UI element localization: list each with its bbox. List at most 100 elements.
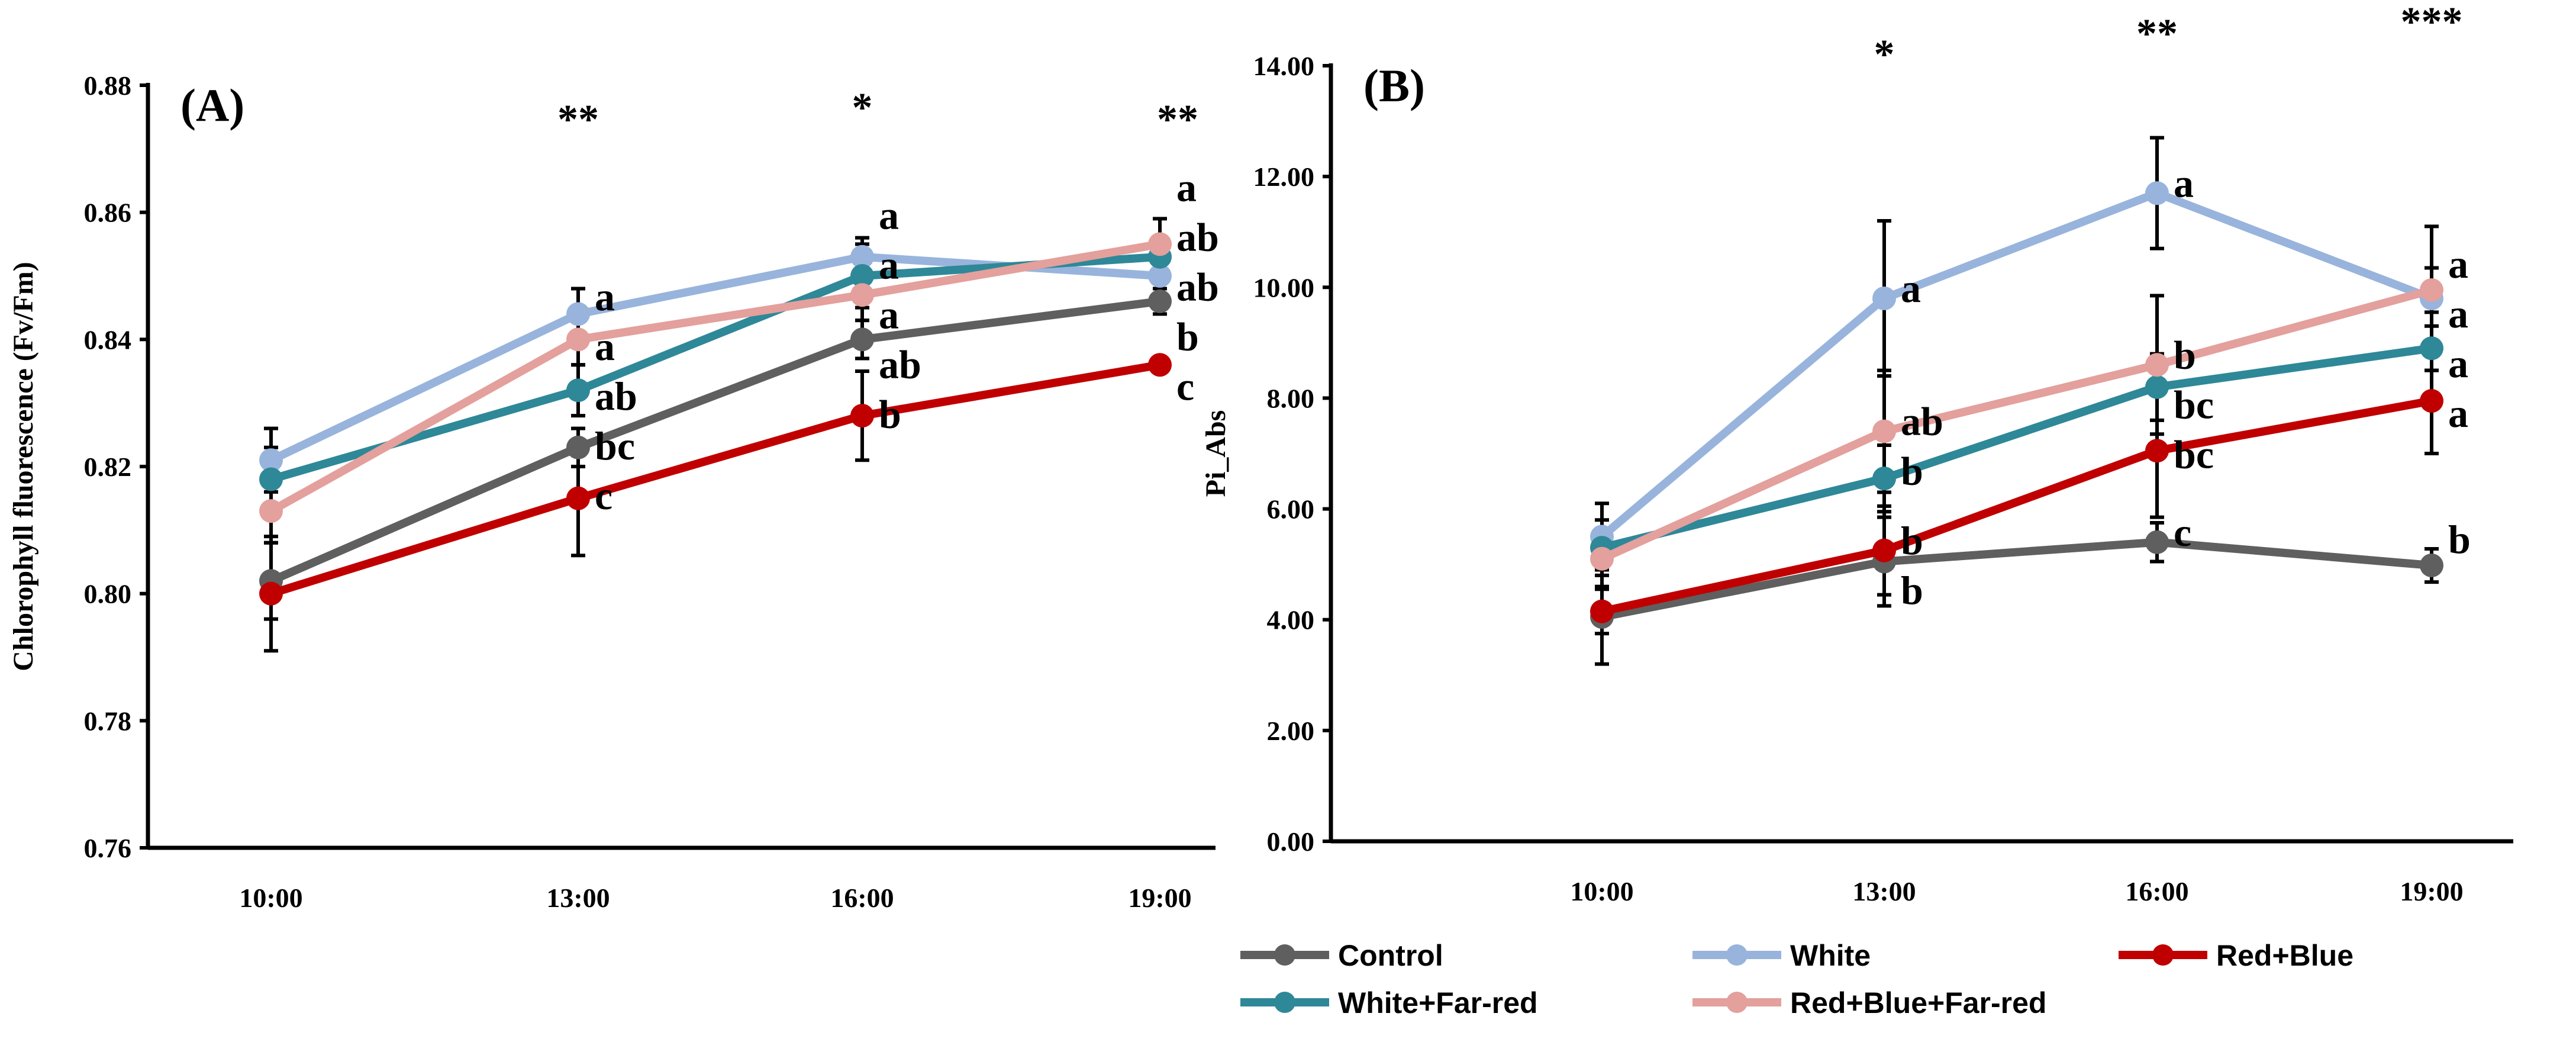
x-tick-label: 13:00 — [1852, 876, 1916, 906]
series-line — [269, 361, 1161, 598]
data-point — [1148, 232, 1172, 256]
legend-swatch-marker — [1726, 944, 1748, 966]
y-axis-label: Chlorophyll fluorescence (Fv/Fm) — [8, 262, 39, 671]
significance-marker: * — [852, 85, 873, 131]
data-point — [1148, 353, 1172, 377]
data-point — [1872, 287, 1896, 310]
significance-letter: ab — [879, 342, 921, 387]
legend-label: Red+Blue — [2216, 939, 2353, 972]
y-tick-label: 4.00 — [1267, 605, 1315, 635]
legend-item: White+Far-red — [1240, 986, 1538, 1020]
y-tick-label: 0.00 — [1267, 826, 1315, 857]
y-axis-label: Pi_Abs — [1200, 410, 1231, 497]
significance-letter: b — [1901, 449, 1923, 494]
data-point — [1872, 538, 1896, 562]
significance-letter: a — [595, 324, 615, 369]
significance-letter: a — [1901, 266, 1921, 311]
series-line — [269, 297, 1160, 585]
series-red-blue — [1590, 389, 2443, 623]
significance-letter: ab — [1176, 264, 1219, 309]
legend-item: Control — [1240, 939, 1443, 972]
y-tick-label: 6.00 — [1267, 494, 1315, 525]
legend-swatch-marker — [1726, 992, 1748, 1013]
data-point — [2145, 375, 2169, 399]
data-point — [2145, 530, 2169, 554]
x-tick-label: 10:00 — [1570, 876, 1633, 906]
significance-letter: ab — [595, 374, 637, 419]
significance-letter: a — [2174, 160, 2194, 205]
series-line — [1601, 344, 2432, 552]
significance-letter: bc — [2174, 432, 2214, 477]
data-point — [566, 327, 590, 352]
data-point — [259, 499, 283, 523]
significance-letter: b — [2174, 332, 2196, 377]
legend-item: White — [1692, 939, 1871, 972]
legend-label: Control — [1338, 939, 1443, 972]
significance-letter: a — [1176, 165, 1197, 210]
data-point — [1872, 467, 1896, 491]
data-point — [2145, 439, 2169, 463]
panel-b: 0.00 2.00 4.00 6.00 8.00 10.00 12.00 14.00 10:00… — [1200, 0, 2513, 906]
significance-letter: b — [1176, 314, 1199, 359]
data-point — [566, 486, 590, 510]
significance-letter: a — [2448, 291, 2468, 336]
series-line — [269, 240, 1161, 515]
series-red-blue-far-red — [1590, 278, 2443, 571]
x-tick-label: 16:00 — [2125, 876, 2188, 906]
series-white-far-red — [1590, 336, 2443, 560]
data-point — [850, 283, 874, 307]
significance-letter: a — [879, 193, 899, 238]
data-point — [1148, 289, 1172, 313]
data-point — [2145, 353, 2169, 377]
significance-letter: bc — [2174, 382, 2214, 427]
data-point — [2420, 336, 2443, 361]
y-tick-label: 0.82 — [84, 452, 132, 482]
data-point — [850, 245, 874, 269]
x-tick-label: 19:00 — [1128, 883, 1191, 913]
significance-letter: ab — [1176, 214, 1219, 259]
data-point — [850, 327, 874, 352]
significance-letter: c — [1176, 364, 1194, 409]
data-point — [1148, 264, 1172, 288]
data-point — [259, 467, 283, 491]
x-tick-label: 16:00 — [830, 883, 894, 913]
data-point — [2420, 389, 2443, 413]
x-tick-label: 13:00 — [546, 883, 610, 913]
series-control — [1590, 530, 2443, 629]
significance-letter: a — [2448, 242, 2468, 287]
data-point — [566, 302, 590, 326]
series-red-blue-far-red — [259, 232, 1172, 523]
y-tick-label: 14.00 — [1253, 51, 1315, 81]
data-point — [850, 404, 874, 428]
significance-letter: c — [2174, 510, 2191, 555]
legend-swatch-marker — [1274, 944, 1295, 966]
legend-item: Red+Blue+Far-red — [1692, 986, 2046, 1020]
series-line — [1599, 189, 2433, 540]
y-tick-label: 0.84 — [84, 324, 132, 355]
significance-marker: *** — [2401, 0, 2463, 45]
legend-label: White+Far-red — [1338, 986, 1538, 1020]
significance-letter: b — [879, 392, 901, 437]
data-point — [259, 448, 283, 472]
significance-letter: c — [595, 473, 612, 518]
significance-letter: a — [2448, 391, 2468, 436]
panel-label: (A) — [180, 79, 244, 131]
y-tick-label: 0.88 — [84, 70, 132, 101]
significance-marker: ** — [557, 97, 599, 143]
legend-item: Red+Blue — [2119, 939, 2353, 972]
data-point — [1872, 419, 1896, 443]
significance-letter: bc — [595, 423, 635, 468]
y-tick-label: 0.78 — [84, 706, 132, 736]
significance-marker: ** — [2136, 11, 2178, 57]
series-red-blue — [259, 353, 1172, 606]
significance-letter: b — [1901, 518, 1923, 563]
data-point — [2145, 181, 2169, 205]
series-line — [269, 252, 1160, 464]
significance-letter: a — [595, 274, 615, 319]
panel-label: (B) — [1363, 60, 1425, 111]
legend-label: Red+Blue+Far-red — [1790, 986, 2046, 1020]
significance-letter: a — [879, 292, 899, 337]
y-tick-label: 12.00 — [1253, 162, 1315, 192]
significance-letter: a — [2448, 341, 2468, 386]
